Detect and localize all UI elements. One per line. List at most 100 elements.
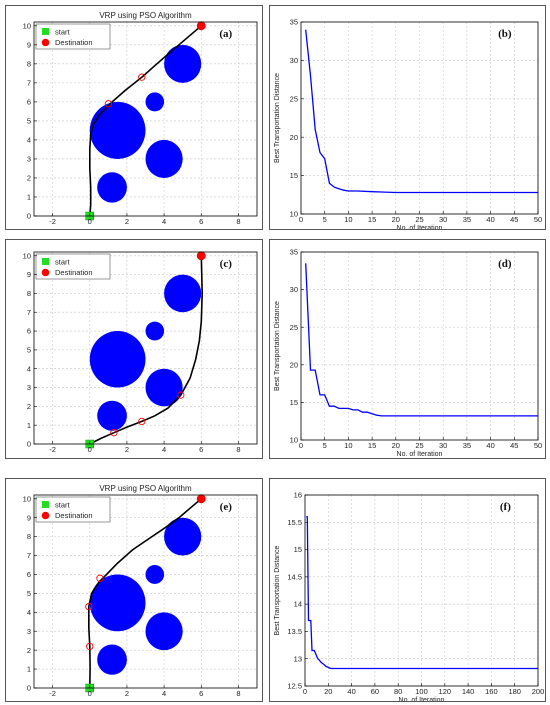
- x-tick-label: 40: [347, 687, 355, 696]
- route-path: [89, 25, 202, 217]
- x-tick-label: 0: [88, 445, 92, 454]
- y-tick-label: 4: [27, 364, 31, 373]
- legend-destination-swatch: [41, 511, 50, 520]
- legend-destination-label: Destination: [55, 38, 93, 47]
- y-tick-label: 4: [27, 608, 31, 617]
- legend-start-swatch: [42, 258, 49, 265]
- y-tick-label: 1: [27, 193, 31, 202]
- panel-label: (e): [220, 501, 233, 513]
- legend-start-label: start: [55, 28, 71, 37]
- panel-e: VRP using PSO Algorithm start Destination -…: [5, 478, 263, 702]
- y-tick-label: 10: [23, 251, 31, 260]
- y-tick-label: 15: [294, 545, 302, 554]
- y-tick-label: 0: [27, 212, 31, 221]
- x-tick-label: 10: [344, 441, 352, 450]
- y-tick-label: 15: [290, 171, 298, 180]
- x-tick-label: 60: [371, 687, 379, 696]
- x-tick-label: 35: [463, 215, 471, 224]
- y-tick-label: 10: [23, 494, 31, 503]
- x-tick-label: 20: [392, 215, 400, 224]
- y-tick-label: 8: [27, 532, 31, 541]
- obstacle-5: [145, 565, 165, 584]
- y-tick-label: 35: [290, 18, 298, 27]
- obstacle-2: [145, 612, 183, 651]
- destination-marker: [196, 251, 206, 261]
- x-tick-label: 8: [236, 689, 240, 698]
- y-tick-label: 1: [27, 421, 31, 430]
- panel-f: No. of Iteration Best Transportation Dist…: [269, 478, 546, 702]
- x-tick-label: 40: [486, 441, 494, 450]
- y-tick-label: 20: [290, 133, 298, 142]
- y-tick-label: 14: [294, 600, 302, 609]
- plot-area: [305, 495, 538, 686]
- x-tick-label: 15: [368, 441, 376, 450]
- y-tick-label: 8: [27, 289, 31, 298]
- x-tick-label: -2: [49, 445, 56, 454]
- waypoint-2: [85, 602, 93, 611]
- y-tick-label: 6: [27, 327, 31, 336]
- legend-destination-swatch: [41, 38, 50, 47]
- y-tick-label: 25: [290, 323, 298, 332]
- panel-label: (f): [500, 501, 511, 513]
- panel-label: (a): [219, 28, 232, 40]
- y-tick-label: 14.5: [287, 572, 302, 581]
- plot-area: [34, 22, 257, 216]
- waypoint-1: [110, 429, 118, 437]
- convergence-line: [305, 29, 538, 194]
- panel-a: VRP using PSO Algorithm start Destination -…: [5, 5, 263, 230]
- x-tick-label: 10: [344, 215, 352, 224]
- waypoint-3: [177, 391, 185, 399]
- panel-c: start Destination -2 0 2 4 6 8 0 1 2 3 4 5 6 7 8 9 10 (c): [5, 239, 263, 459]
- x-tick-label: 0: [299, 441, 303, 450]
- y-axis-label: Best Transportation Distance: [274, 301, 281, 391]
- x-tick-label: 2: [125, 217, 129, 226]
- x-tick-label: 45: [510, 215, 518, 224]
- route-path: [89, 255, 204, 445]
- x-tick-label: 0: [88, 689, 92, 698]
- y-tick-label: 35: [290, 248, 298, 257]
- panel-label: (c): [220, 258, 233, 270]
- y-tick-label: 7: [27, 78, 31, 87]
- y-tick-label: 4: [27, 136, 31, 145]
- x-tick-label: -2: [49, 217, 56, 226]
- obstacle-3: [164, 44, 202, 83]
- x-tick-label: 30: [439, 441, 447, 450]
- panel-label: (b): [498, 28, 512, 40]
- y-tick-label: 5: [27, 345, 31, 354]
- obstacle-1: [89, 331, 146, 388]
- destination-marker: [196, 494, 206, 504]
- y-tick-label: 3: [27, 155, 31, 164]
- x-tick-label: 45: [510, 441, 518, 450]
- legend-destination-swatch: [41, 268, 50, 277]
- obstacle-2: [145, 368, 183, 407]
- y-axis-label: Best Transportation Distance: [274, 545, 281, 635]
- waypoint-2: [138, 417, 146, 426]
- x-tick-label: 50: [534, 215, 542, 224]
- x-tick-label: 20: [392, 441, 400, 450]
- x-axis-label: No. of Iteration: [399, 697, 445, 701]
- plot-area: [34, 252, 257, 444]
- plot-frame: [33, 494, 258, 689]
- y-tick-label: 8: [27, 59, 31, 68]
- x-tick-label: 30: [439, 215, 447, 224]
- panel-b: No. of Iteration Best Transportation Dist…: [269, 5, 546, 230]
- y-tick-label: 12.5: [287, 682, 302, 691]
- x-tick-label: 4: [162, 689, 166, 698]
- x-tick-label: 40: [486, 215, 494, 224]
- destination-marker: [196, 21, 206, 31]
- y-tick-label: 6: [27, 97, 31, 106]
- y-tick-label: 3: [27, 383, 31, 392]
- x-tick-label: 200: [532, 687, 545, 696]
- x-tick-label: 25: [415, 215, 423, 224]
- waypoint-1: [104, 100, 112, 108]
- obstacle-4: [97, 172, 127, 203]
- x-tick-label: 6: [199, 217, 203, 226]
- waypoint-1: [86, 642, 94, 651]
- obstacle-5: [145, 321, 165, 341]
- y-tick-label: 2: [27, 646, 31, 655]
- y-tick-label: 16: [294, 491, 302, 500]
- plot-frame: [33, 251, 258, 445]
- y-tick-label: 30: [290, 285, 298, 294]
- x-tick-label: 50: [534, 441, 542, 450]
- y-tick-label: 10: [290, 436, 298, 445]
